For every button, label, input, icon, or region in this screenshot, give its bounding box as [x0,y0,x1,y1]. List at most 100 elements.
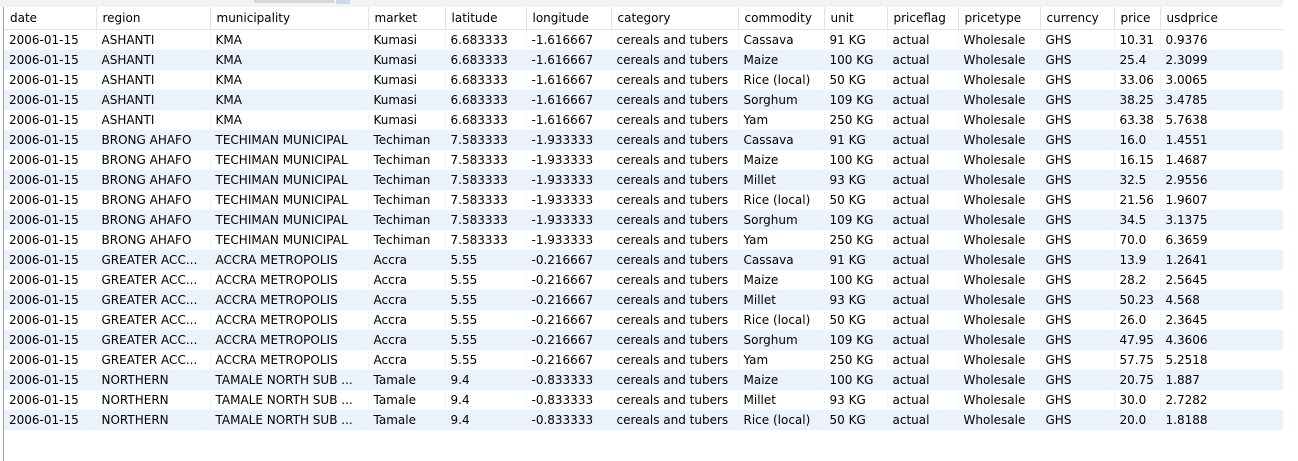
cell-region[interactable]: ASHANTI [96,110,211,130]
column-header-usdprice[interactable]: usdprice [1160,7,1284,30]
table-row[interactable]: 2006-01-15 GREATER ACC... ACCRA METROPOLIS… [4,330,1284,350]
cell-price[interactable]: 32.5 [1114,170,1161,190]
cell-pricetype[interactable]: Wholesale [958,170,1041,190]
cell-latitude[interactable]: 6.683333 [445,29,527,50]
cell-market[interactable]: Techiman [368,170,446,190]
cell-category[interactable]: cereals and tubers [611,310,739,330]
cell-priceflag[interactable]: actual [887,350,959,370]
cell-unit[interactable]: 91 KG [824,29,888,50]
cell-pricetype[interactable]: Wholesale [958,70,1041,90]
column-header-price[interactable]: price [1114,7,1161,30]
cell-pricetype[interactable]: Wholesale [958,350,1041,370]
cell-usdprice[interactable]: 3.0065 [1160,70,1284,90]
cell-priceflag[interactable]: actual [887,110,959,130]
cell-latitude[interactable]: 5.55 [445,350,527,370]
cell-market[interactable]: Tamale [368,390,446,410]
cell-commodity[interactable]: Cassava [738,29,825,50]
cell-date[interactable]: 2006-01-15 [4,230,97,250]
cell-category[interactable]: cereals and tubers [611,410,739,430]
cell-region[interactable]: BRONG AHAFO [96,190,211,210]
cell-pricetype[interactable]: Wholesale [958,370,1041,390]
cell-municipality[interactable]: TAMALE NORTH SUB ... [210,410,369,430]
cell-date[interactable]: 2006-01-15 [4,50,97,70]
cell-date[interactable]: 2006-01-15 [4,70,97,90]
cell-municipality[interactable]: KMA [210,50,369,70]
cell-municipality[interactable]: KMA [210,110,369,130]
table-row[interactable]: 2006-01-15 ASHANTI KMA Kumasi 6.683333 -1.616… [4,90,1284,110]
cell-usdprice[interactable]: 2.9556 [1160,170,1284,190]
table-row[interactable]: 2006-01-15 GREATER ACC... ACCRA METROPOLIS… [4,350,1284,370]
cell-latitude[interactable]: 9.4 [445,390,527,410]
cell-commodity[interactable]: Sorghum [738,210,825,230]
cell-latitude[interactable]: 7.583333 [445,130,527,150]
cell-pricetype[interactable]: Wholesale [958,150,1041,170]
cell-market[interactable]: Accra [368,310,446,330]
cell-pricetype[interactable]: Wholesale [958,190,1041,210]
cell-priceflag[interactable]: actual [887,150,959,170]
cell-usdprice[interactable]: 4.568 [1160,290,1284,310]
cell-unit[interactable]: 109 KG [824,330,888,350]
cell-category[interactable]: cereals and tubers [611,390,739,410]
cell-municipality[interactable]: TECHIMAN MUNICIPAL [210,150,369,170]
cell-usdprice[interactable]: 3.1375 [1160,210,1284,230]
cell-market[interactable]: Accra [368,330,446,350]
cell-commodity[interactable]: Yam [738,350,825,370]
cell-price[interactable]: 13.9 [1114,250,1161,270]
cell-latitude[interactable]: 5.55 [445,310,527,330]
cell-currency[interactable]: GHS [1040,290,1115,310]
cell-price[interactable]: 16.15 [1114,150,1161,170]
cell-region[interactable]: NORTHERN [96,410,211,430]
cell-usdprice[interactable]: 5.7638 [1160,110,1284,130]
table-row[interactable]: 2006-01-15 NORTHERN TAMALE NORTH SUB ... Ta… [4,410,1284,430]
cell-pricetype[interactable]: Wholesale [958,390,1041,410]
cell-price[interactable]: 10.31 [1114,29,1161,50]
cell-municipality[interactable]: TAMALE NORTH SUB ... [210,390,369,410]
cell-usdprice[interactable]: 2.7282 [1160,390,1284,410]
cell-unit[interactable]: 100 KG [824,150,888,170]
cell-priceflag[interactable]: actual [887,90,959,110]
cell-usdprice[interactable]: 1.8188 [1160,410,1284,430]
cell-price[interactable]: 20.0 [1114,410,1161,430]
cell-currency[interactable]: GHS [1040,150,1115,170]
cell-currency[interactable]: GHS [1040,390,1115,410]
cell-commodity[interactable]: Millet [738,390,825,410]
column-header-date[interactable]: date [4,7,97,30]
cell-currency[interactable]: GHS [1040,90,1115,110]
cell-municipality[interactable]: ACCRA METROPOLIS [210,270,369,290]
cell-priceflag[interactable]: actual [887,70,959,90]
cell-usdprice[interactable]: 1.9607 [1160,190,1284,210]
cell-usdprice[interactable]: 2.3645 [1160,310,1284,330]
cell-commodity[interactable]: Rice (local) [738,190,825,210]
cell-priceflag[interactable]: actual [887,270,959,290]
cell-category[interactable]: cereals and tubers [611,50,739,70]
cell-commodity[interactable]: Millet [738,290,825,310]
table-row[interactable]: 2006-01-15 GREATER ACC... ACCRA METROPOLIS… [4,290,1284,310]
cell-currency[interactable]: GHS [1040,310,1115,330]
cell-municipality[interactable]: TECHIMAN MUNICIPAL [210,170,369,190]
cell-longitude[interactable]: -0.216667 [526,250,612,270]
scroll-thumb-fragment[interactable] [336,0,350,4]
cell-market[interactable]: Tamale [368,370,446,390]
cell-price[interactable]: 63.38 [1114,110,1161,130]
cell-municipality[interactable]: KMA [210,70,369,90]
cell-municipality[interactable]: TAMALE NORTH SUB ... [210,370,369,390]
cell-currency[interactable]: GHS [1040,370,1115,390]
cell-latitude[interactable]: 6.683333 [445,70,527,90]
cell-usdprice[interactable]: 4.3606 [1160,330,1284,350]
cell-currency[interactable]: GHS [1040,350,1115,370]
cell-priceflag[interactable]: actual [887,190,959,210]
cell-latitude[interactable]: 7.583333 [445,170,527,190]
cell-pricetype[interactable]: Wholesale [958,50,1041,70]
cell-municipality[interactable]: ACCRA METROPOLIS [210,330,369,350]
cell-price[interactable]: 34.5 [1114,210,1161,230]
cell-commodity[interactable]: Sorghum [738,330,825,350]
cell-municipality[interactable]: KMA [210,90,369,110]
cell-usdprice[interactable]: 2.3099 [1160,50,1284,70]
cell-unit[interactable]: 109 KG [824,90,888,110]
cell-commodity[interactable]: Sorghum [738,90,825,110]
cell-pricetype[interactable]: Wholesale [958,270,1041,290]
cell-price[interactable]: 70.0 [1114,230,1161,250]
cell-region[interactable]: BRONG AHAFO [96,170,211,190]
cell-unit[interactable]: 50 KG [824,410,888,430]
cell-category[interactable]: cereals and tubers [611,150,739,170]
